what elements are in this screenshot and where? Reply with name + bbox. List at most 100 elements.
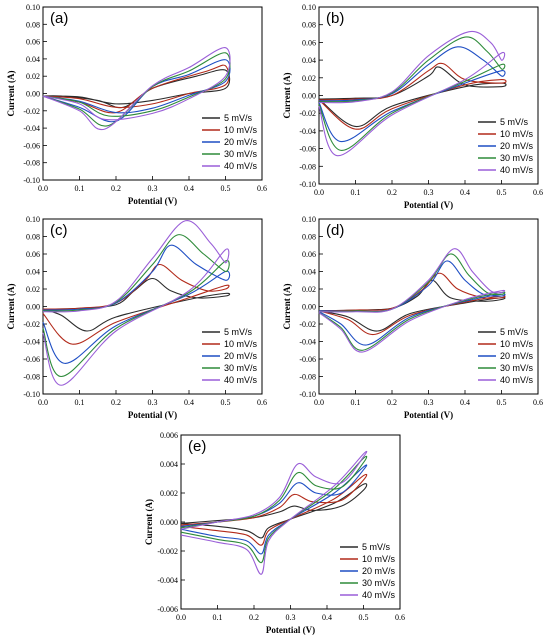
panel-a-legend-label: 10 mV/s [224, 125, 258, 135]
panel-b-x-tick-label: 0.6 [533, 188, 543, 197]
panel-e-series-2-curve [180, 473, 368, 546]
panel-c-x-tick-label: 0.5 [221, 398, 231, 407]
panel-c-series-1-curve [42, 277, 231, 332]
panel-a-series-4-curve [42, 52, 231, 127]
panel-e-legend-label: 20 mV/s [362, 566, 396, 576]
panel-b-y-tick-label: 0.02 [302, 74, 316, 83]
panel-c-y-tick-label: -0.10 [23, 390, 40, 399]
panel-e-y-tick-label: 0.002 [160, 489, 178, 498]
panel-e-y-tick-label: 0.004 [160, 460, 178, 469]
panel-e-legend-label: 40 mV/s [362, 590, 396, 600]
panel-b-legend-label: 40 mV/s [500, 165, 534, 175]
panel-b: 0.0 0.1 0.2 0.3 0.4 0.5 0.6 -0.10 -0.08 -0.06 -0.0… [282, 3, 543, 210]
panel-a-y-tick-label: 0.10 [26, 3, 40, 12]
panel-d-y-tick-label: -0.04 [299, 338, 316, 347]
panel-e-x-tick-label: 0.6 [395, 613, 405, 622]
panel-c-y-tick-label: -0.02 [23, 320, 40, 329]
panel-d-y-tick-label: 0.08 [302, 233, 316, 242]
panel-e-legend-label: 10 mV/s [362, 554, 396, 564]
panel-b-series-5-curve [318, 30, 506, 157]
panel-a-legend-label: 20 mV/s [224, 137, 258, 147]
panel-d-y-tick-label: 0.02 [302, 285, 316, 294]
panel-b-x-tick-label: 0.5 [497, 188, 507, 197]
panel-d-legend-label: 20 mV/s [500, 351, 534, 361]
panel-e-y-tick-label: 0.006 [160, 431, 178, 440]
panel-a-x-tick-label: 0.2 [111, 184, 121, 193]
panel-a-x-tick-label: 0.5 [221, 184, 231, 193]
panel-c-y-tick-label: 0.04 [26, 268, 40, 277]
panel-d-y-tick-label: 0.10 [302, 215, 316, 224]
panel-b-x-tick-label: 0.1 [351, 188, 361, 197]
panel-d-x-tick-label: 0.5 [497, 398, 507, 407]
panel-c-y-tick-label: -0.04 [23, 338, 40, 347]
panel-e-x-tick-label: 0.1 [213, 613, 223, 622]
panel-b-legend-label: 20 mV/s [500, 141, 534, 151]
panel-b-x-tick-label: 0.4 [460, 188, 470, 197]
panel-e-x-axis-title: Potential (V) [266, 625, 315, 635]
panel-d-series-1-curve [318, 279, 506, 332]
panel-a-y-axis-title: Current (A) [6, 70, 16, 116]
panel-c-x-tick-label: 0.4 [184, 398, 194, 407]
panel-b-y-tick-label: -0.06 [299, 145, 316, 154]
panel-e-x-tick-label: 0.4 [322, 613, 332, 622]
panel-a-y-tick-label: 0.08 [26, 20, 40, 29]
panel-c-x-tick-label: 0.1 [75, 398, 85, 407]
panel-c-legend-label: 20 mV/s [224, 351, 258, 361]
panel-c-y-tick-label: 0.02 [26, 285, 40, 294]
panel-b-series-2-curve [318, 62, 507, 130]
panel-b-x-axis-title: Potential (V) [404, 200, 453, 210]
panel-d-legend-label: 40 mV/s [500, 375, 534, 385]
panel-c-label: (c) [50, 222, 68, 239]
panel-b-y-tick-label: 0.06 [302, 38, 316, 47]
panel-b-y-tick-label: 0.00 [302, 92, 316, 101]
panel-c-y-tick-label: 0.08 [26, 233, 40, 242]
panel-e-series-1-curve [180, 483, 368, 539]
panel-a-y-tick-label: -0.08 [23, 159, 40, 168]
panel-c-y-axis-title: Current (A) [6, 283, 16, 329]
panel-d-y-tick-label: 0.00 [302, 303, 316, 312]
panel-e-legend-label: 5 mV/s [362, 542, 391, 552]
panel-c-y-tick-label: -0.08 [23, 373, 40, 382]
panel-b-legend-label: 10 mV/s [500, 129, 534, 139]
panel-e-y-tick-label: -0.002 [157, 547, 178, 556]
panel-c-x-tick-label: 0.3 [148, 398, 158, 407]
panel-a-series-1-curve [42, 69, 231, 109]
panel-c-y-tick-label: 0.10 [26, 215, 40, 224]
panel-c-legend-label: 5 mV/s [224, 327, 253, 337]
panel-e-y-tick-label: 0.000 [160, 518, 178, 527]
panel-e-label: (e) [188, 438, 206, 455]
panel-c-series-3-curve [42, 244, 231, 364]
panel-e-x-tick-label: 0.0 [176, 613, 186, 622]
panel-a-x-tick-label: 0.1 [75, 184, 85, 193]
panel-a-x-axis-title: Potential (V) [128, 196, 177, 206]
panel-d-x-tick-label: 0.0 [314, 398, 324, 407]
panel-d-x-tick-label: 0.6 [533, 398, 543, 407]
panel-a-x-tick-label: 0.0 [38, 184, 48, 193]
panel-b-x-tick-label: 0.2 [387, 188, 397, 197]
panel-e-x-tick-label: 0.5 [359, 613, 369, 622]
panel-d-series-5-curve [318, 248, 506, 353]
panel-d-label: (d) [326, 222, 344, 239]
panel-c: 0.0 0.1 0.2 0.3 0.4 0.5 0.6 -0.10 -0.08 -0.06 -0.0… [6, 215, 267, 420]
panel-b-label: (b) [326, 10, 344, 27]
panel-a-y-tick-label: 0.04 [26, 55, 40, 64]
panel-a-legend-label: 40 mV/s [224, 161, 258, 171]
panel-c-x-axis-title: Potential (V) [128, 410, 177, 420]
panel-c-legend-label: 10 mV/s [224, 339, 258, 349]
panel-a-y-tick-label: -0.04 [23, 124, 40, 133]
panel-d-y-axis-title: Current (A) [282, 283, 292, 329]
panel-d-y-tick-label: 0.04 [302, 268, 316, 277]
panel-a-series-5-curve [42, 47, 231, 131]
panel-d-x-tick-label: 0.4 [460, 398, 470, 407]
panel-b-series-4-curve [318, 36, 506, 151]
panel-a-y-tick-label: -0.10 [23, 176, 40, 185]
panel-b-y-tick-label: -0.10 [299, 180, 316, 189]
panel-a-y-tick-label: -0.06 [23, 141, 40, 150]
panel-d-series-2-curve [318, 272, 506, 336]
panel-c-series-5-curve [42, 220, 230, 386]
panel-d-y-tick-label: -0.02 [299, 320, 316, 329]
panel-d: 0.0 0.1 0.2 0.3 0.4 0.5 0.6 -0.10 -0.08 -0.06 -0.0… [282, 215, 543, 420]
panel-d-series-4-curve [318, 253, 506, 351]
panel-b-y-tick-label: 0.10 [302, 3, 316, 12]
